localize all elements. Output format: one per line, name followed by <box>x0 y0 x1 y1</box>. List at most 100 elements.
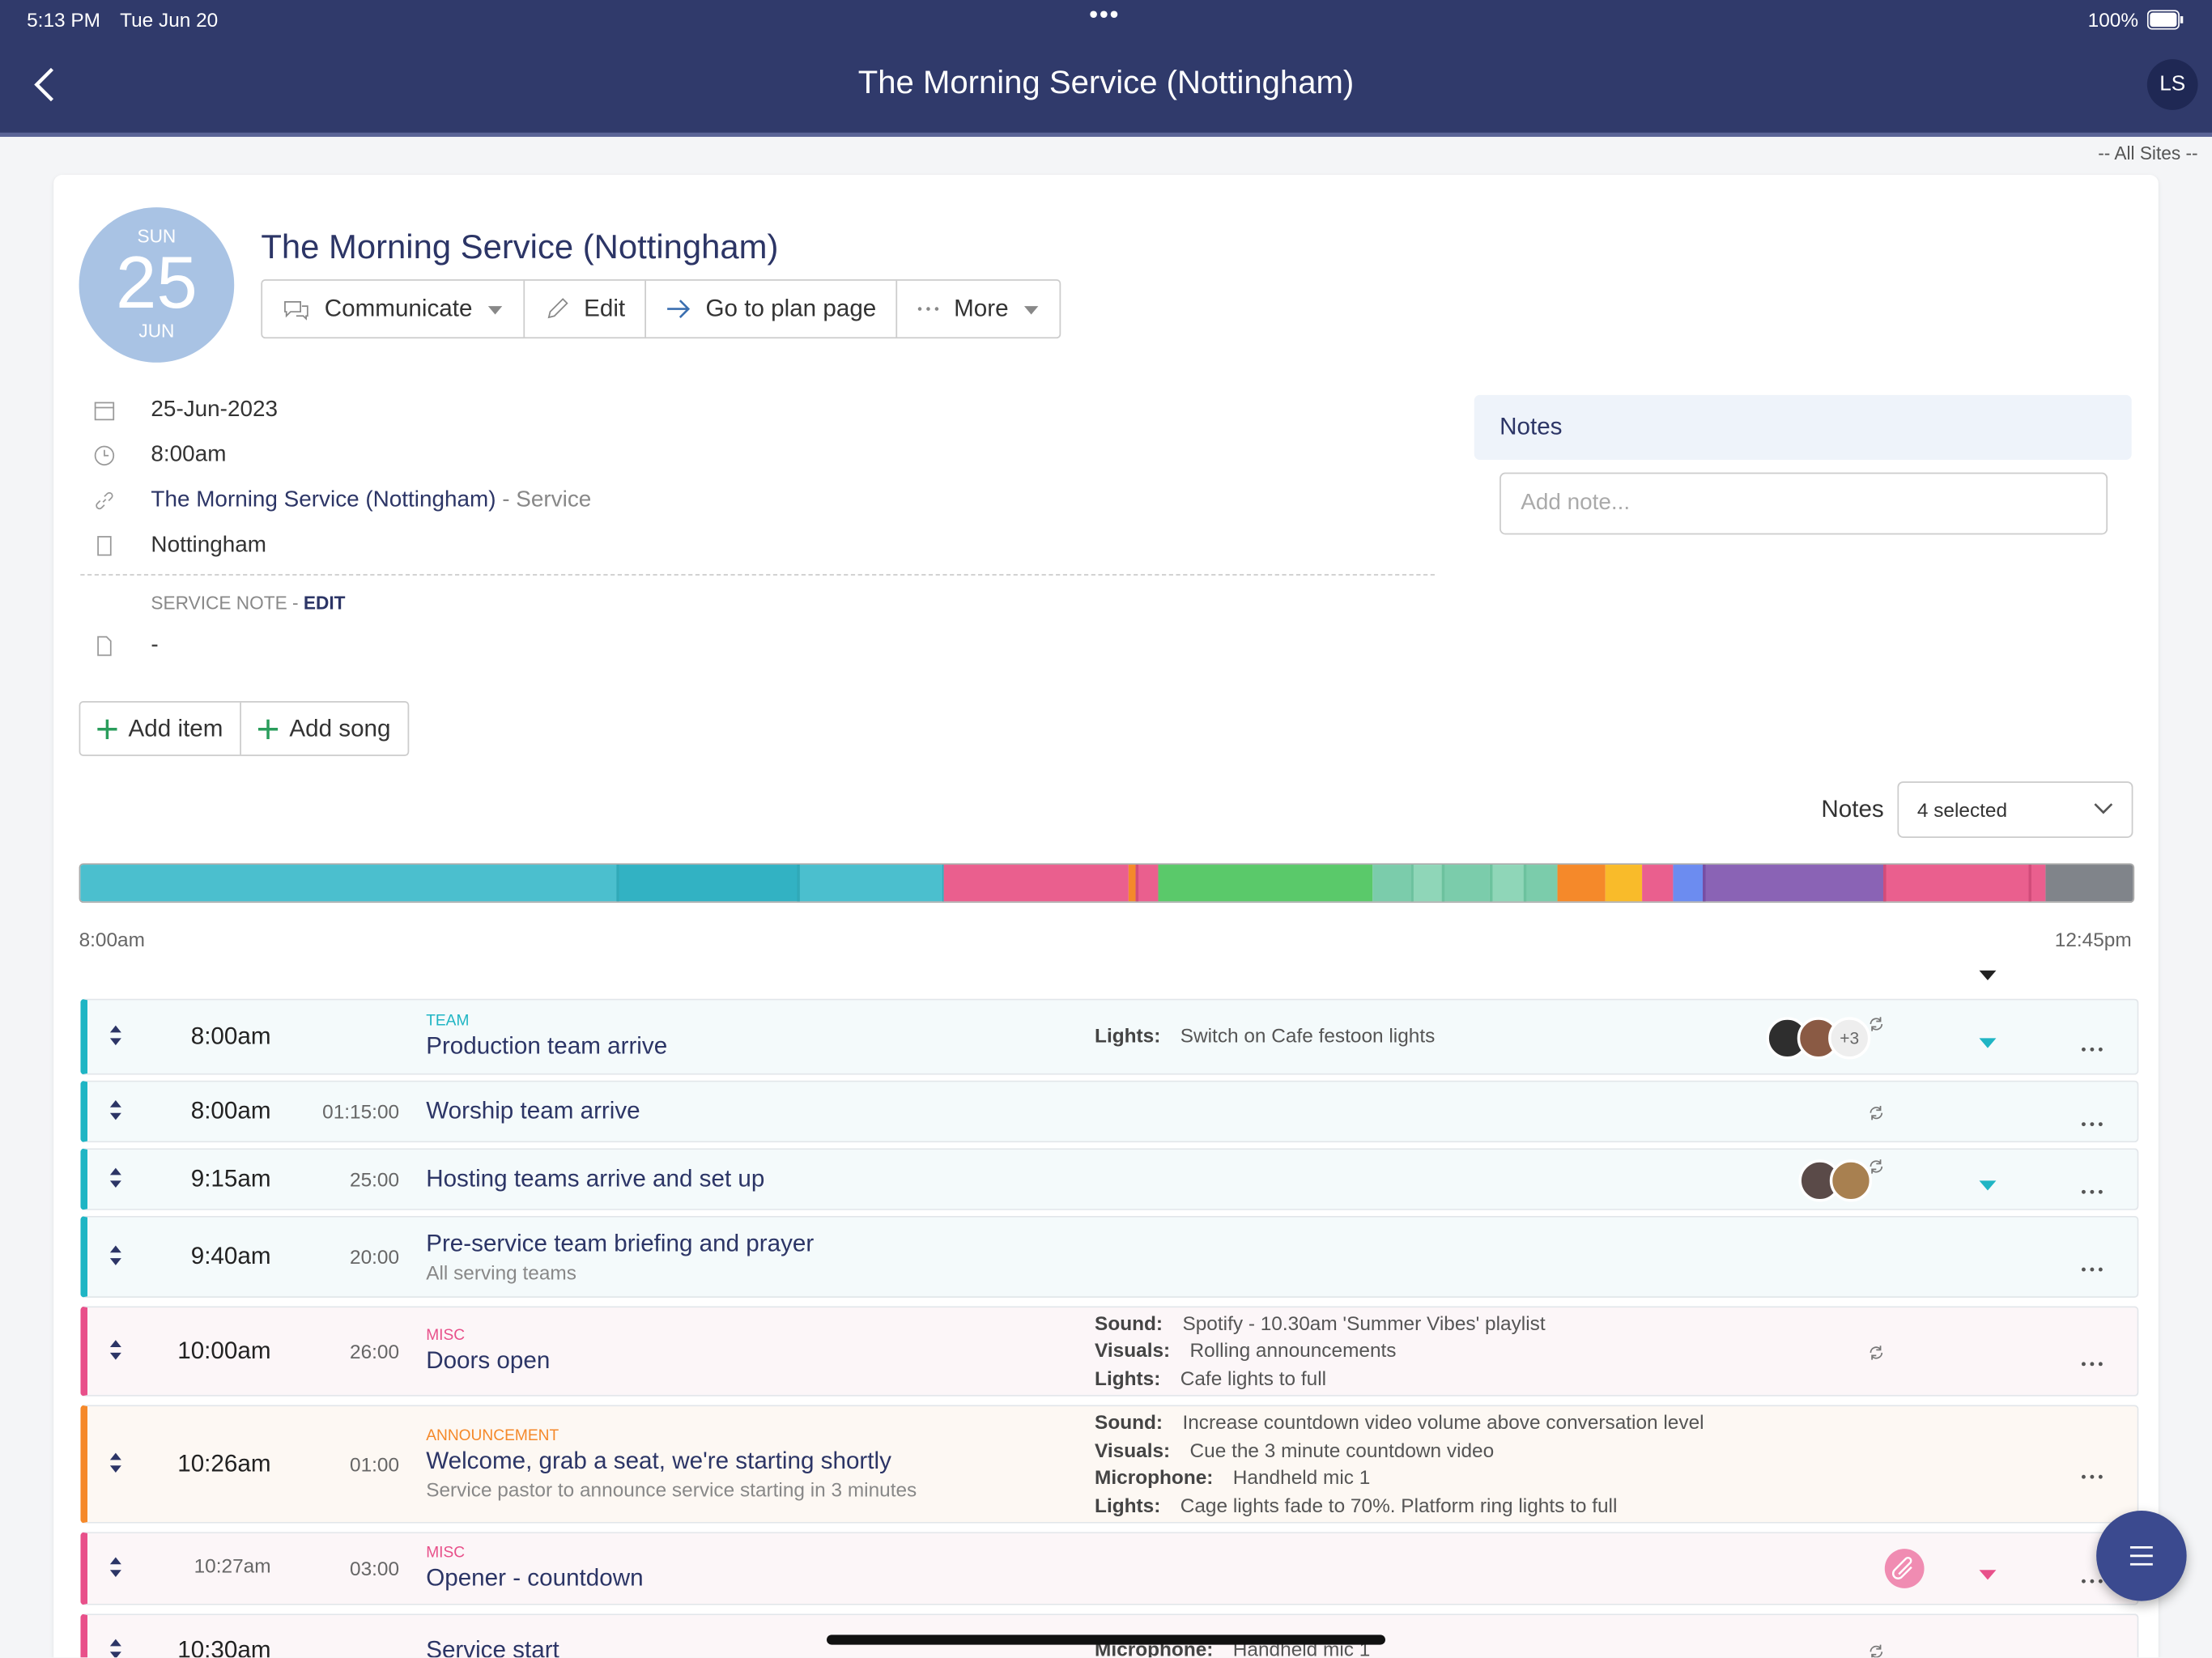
timeline-segment[interactable] <box>2029 865 2046 902</box>
expand-all[interactable] <box>1978 969 1997 982</box>
note-label: Microphone: <box>1095 1465 1214 1489</box>
drag-handle[interactable] <box>107 1167 124 1197</box>
timeline-segment[interactable] <box>1372 865 1412 902</box>
expand-toggle[interactable] <box>1978 1031 1997 1056</box>
note-text: Cage lights fade to 70%. Platform ring l… <box>1180 1493 1618 1516</box>
drag-handle[interactable] <box>107 1638 124 1658</box>
plan-item[interactable]: 10:00am 26:00 MISC Doors open Sound: Spotify … <box>80 1306 2139 1397</box>
timeline-segment[interactable] <box>1703 865 1883 902</box>
date-badge: SUN 25 JUN <box>79 207 235 363</box>
timeline-segment[interactable] <box>1882 865 2030 902</box>
item-category: MISC <box>426 1544 466 1562</box>
plan-item[interactable]: 8:00am 01:15:00 Worship team arrive <box>80 1080 2139 1143</box>
action-label: Edit <box>584 295 626 322</box>
plan-item[interactable]: 10:27am 03:00 MISC Opener - countdown <box>80 1532 2139 1605</box>
item-main: Worship team arrive <box>426 1082 640 1141</box>
plan-item[interactable]: 9:15am 25:00 Hosting teams arrive and set … <box>80 1148 2139 1210</box>
item-subtitle: All serving teams <box>426 1261 576 1284</box>
item-menu[interactable] <box>2081 1566 2104 1591</box>
timeline-segment[interactable] <box>2045 865 2133 902</box>
plan-item[interactable]: 9:40am 20:00 Pre-service team briefing and… <box>80 1215 2139 1298</box>
add-note-input[interactable]: Add note... <box>1499 472 2108 535</box>
site-filter[interactable]: -- All Sites -- <box>2098 142 2198 164</box>
event-link[interactable]: The Morning Service (Nottingham) <box>151 487 496 512</box>
item-duration: 25:00 <box>350 1167 400 1191</box>
timeline-segment[interactable] <box>1641 865 1673 902</box>
add-button[interactable]: Add item <box>80 702 242 755</box>
drag-handle[interactable] <box>107 1244 124 1274</box>
person-avatar[interactable] <box>1829 1159 1873 1202</box>
action-button[interactable]: More <box>897 281 1059 338</box>
timeline-segment[interactable] <box>1672 865 1704 902</box>
expand-toggle[interactable] <box>1978 1174 1997 1199</box>
plan-item[interactable]: 8:00am TEAM Production team arrive Lights: S… <box>80 998 2139 1075</box>
timeline-segment[interactable] <box>799 865 944 902</box>
service-note-edit[interactable]: EDIT <box>303 592 346 614</box>
timeline-segment[interactable] <box>1129 865 1137 902</box>
timeline-segment[interactable] <box>1442 865 1491 902</box>
fab-menu[interactable] <box>2096 1511 2187 1601</box>
drag-handle[interactable] <box>107 1452 124 1482</box>
action-button[interactable]: Communicate <box>262 280 525 338</box>
item-time: 8:00am <box>190 1097 271 1124</box>
service-note-value: - <box>151 633 159 657</box>
drag-handle[interactable] <box>107 1556 124 1586</box>
drag-handle[interactable] <box>107 1099 124 1129</box>
badge-day: SUN <box>137 225 177 247</box>
action-button[interactable]: Go to plan page <box>646 280 898 338</box>
attachment-icon[interactable] <box>1884 1549 1925 1588</box>
item-category: ANNOUNCEMENT <box>426 1427 559 1445</box>
add-button-label: Add song <box>289 714 391 742</box>
item-time: 8:00am <box>190 1022 271 1050</box>
add-button-label: Add item <box>128 714 223 742</box>
item-time: 10:30am <box>177 1636 271 1658</box>
action-label: Go to plan page <box>705 295 877 322</box>
item-time: 9:40am <box>190 1243 271 1270</box>
timeline-segment[interactable] <box>1605 865 1642 902</box>
timeline-segment[interactable] <box>80 865 620 902</box>
item-category: TEAM <box>426 1013 470 1030</box>
timeline-segment[interactable] <box>1490 865 1524 902</box>
badge-month: JUN <box>138 320 175 342</box>
note-label: Sound: <box>1095 1410 1163 1434</box>
more-people[interactable]: +3 <box>1828 1017 1871 1060</box>
item-main: Pre-service team briefing and prayer All … <box>426 1218 814 1297</box>
item-duration: 20:00 <box>350 1245 400 1269</box>
user-avatar[interactable]: LS <box>2146 59 2198 110</box>
item-menu[interactable] <box>2081 1647 2104 1657</box>
item-time: 10:26am <box>177 1450 271 1477</box>
item-menu[interactable] <box>2081 1176 2104 1201</box>
clock-icon <box>94 445 115 466</box>
note-text: Cue the 3 minute countdown video <box>1189 1438 1495 1461</box>
status-date: Tue Jun 20 <box>120 8 219 32</box>
drag-handle[interactable] <box>107 1338 124 1368</box>
notes-header: Notes <box>1474 394 2132 461</box>
timeline-segment[interactable] <box>1411 865 1443 902</box>
timeline-segment[interactable] <box>1523 865 1558 902</box>
drag-handle[interactable] <box>107 1024 124 1054</box>
item-menu[interactable] <box>2081 1349 2104 1374</box>
timeline-segment[interactable] <box>619 865 800 902</box>
timeline-segment[interactable] <box>1557 865 1606 902</box>
note-line: Sound: Spotify - 10.30am 'Summer Vibes' p… <box>1095 1310 1546 1337</box>
note-text: Rolling announcements <box>1189 1338 1397 1362</box>
event-link-suffix: - Service <box>502 487 592 512</box>
timeline-segment[interactable] <box>1158 865 1372 902</box>
add-button[interactable]: Add song <box>241 703 407 755</box>
notes-filter-label: Notes <box>1821 795 1884 823</box>
item-menu[interactable] <box>2081 1034 2104 1059</box>
plan-item[interactable]: 10:26am 01:00 ANNOUNCEMENT Welcome, grab a … <box>80 1405 2139 1524</box>
item-menu[interactable] <box>2081 1461 2104 1486</box>
timeline-segment[interactable] <box>943 865 1129 902</box>
multitask-dots[interactable]: ••• <box>1089 0 1121 28</box>
expand-toggle[interactable] <box>1978 1563 1997 1588</box>
item-time: 10:00am <box>177 1337 271 1364</box>
note-text: Switch on Cafe festoon lights <box>1180 1024 1436 1048</box>
notes-filter-select[interactable]: 4 selected <box>1897 781 2133 838</box>
back-button[interactable] <box>31 66 59 103</box>
timeline-bar <box>79 863 2135 903</box>
item-menu[interactable] <box>2081 1254 2104 1279</box>
item-menu[interactable] <box>2081 1108 2104 1133</box>
timeline-segment[interactable] <box>1136 865 1159 902</box>
action-button[interactable]: Edit <box>525 280 647 338</box>
